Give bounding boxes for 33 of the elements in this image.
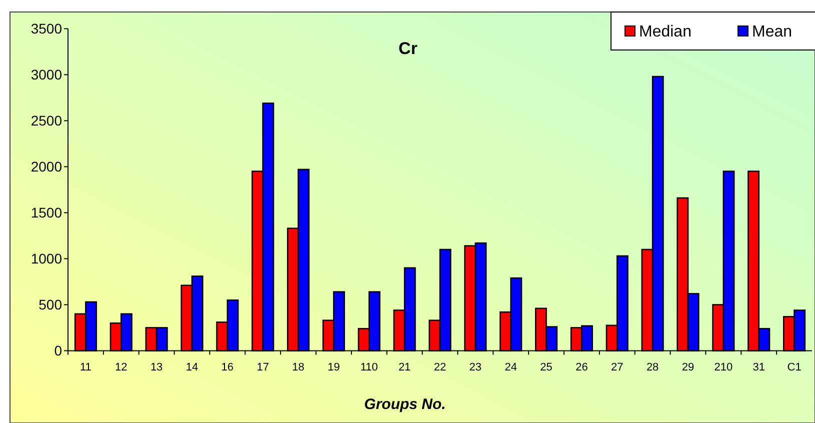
- x-tick-label: 24: [504, 362, 517, 374]
- x-tick-label: 18: [292, 362, 304, 374]
- x-tick-label: 23: [469, 362, 482, 374]
- x-tick-label: 25: [540, 362, 552, 374]
- y-tick-label: 3000: [30, 66, 62, 83]
- legend-label: Median: [639, 24, 692, 41]
- x-tick-label: 110: [360, 362, 378, 374]
- x-tick-label: 12: [115, 362, 128, 374]
- x-tick-label: 13: [150, 362, 163, 374]
- x-tick-label: 29: [682, 362, 694, 374]
- x-tick-label: 19: [328, 362, 340, 374]
- y-tick-label: 2500: [30, 112, 62, 129]
- y-tick-label: 1000: [30, 250, 62, 267]
- x-tick-label: 27: [611, 362, 624, 374]
- x-tick-label: 210: [714, 362, 733, 374]
- x-tick-label: 26: [576, 362, 588, 374]
- y-tick-label: 500: [38, 296, 62, 313]
- x-tick-label: 16: [221, 362, 234, 374]
- y-tick-label: 3500: [30, 20, 62, 37]
- x-axis-title: Groups No.: [364, 396, 446, 413]
- x-tick-label: 28: [646, 362, 659, 374]
- x-tick-label: 22: [434, 362, 446, 374]
- y-tick-label: 1500: [30, 204, 62, 221]
- x-tick-label: 21: [398, 362, 411, 374]
- x-tick-label: 31: [752, 362, 765, 374]
- y-tick-label: 0: [54, 342, 62, 359]
- x-tick-label: 11: [80, 362, 92, 374]
- x-tick-label: C1: [787, 362, 802, 374]
- x-tick-label: 17: [256, 362, 269, 374]
- x-tick-label: 14: [186, 362, 198, 374]
- y-tick-label: 2000: [30, 158, 62, 175]
- text: Cr: [398, 39, 418, 58]
- legend-label: Mean: [752, 24, 792, 41]
